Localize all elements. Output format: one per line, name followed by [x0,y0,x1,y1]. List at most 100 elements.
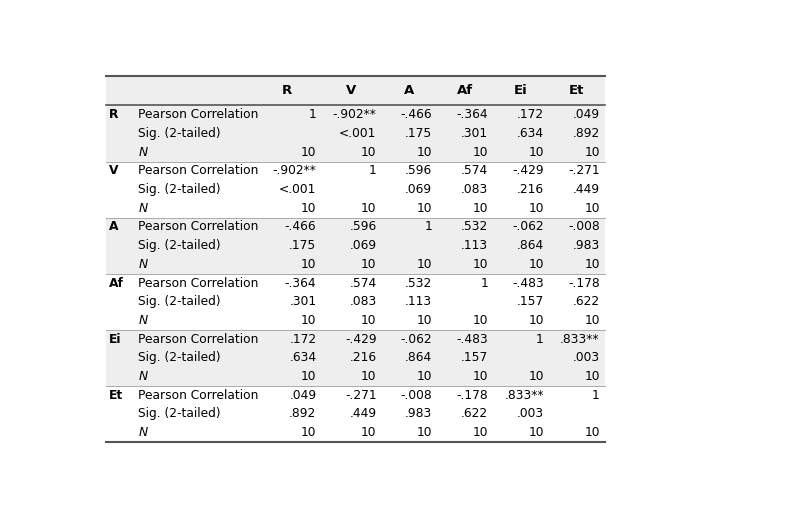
Text: 10: 10 [361,426,377,439]
Text: 10: 10 [529,258,544,271]
Text: R: R [282,84,292,97]
Text: <.001: <.001 [279,183,316,196]
Text: 10: 10 [529,426,544,439]
Text: -.483: -.483 [512,277,544,289]
Text: .983: .983 [573,239,600,252]
Text: Af: Af [457,84,473,97]
Text: .892: .892 [289,407,316,421]
Text: Sig. (2-tailed): Sig. (2-tailed) [138,295,221,308]
Text: 10: 10 [584,202,600,215]
Text: .892: .892 [573,127,600,140]
Text: Ei: Ei [109,332,121,346]
Text: 10: 10 [529,145,544,159]
Text: -.178: -.178 [456,389,488,401]
Text: A: A [109,220,118,234]
Text: Pearson Correlation: Pearson Correlation [138,108,259,121]
Text: 10: 10 [361,314,377,327]
Text: -.902**: -.902** [273,165,316,177]
Text: -.008: -.008 [401,389,432,401]
Text: .864: .864 [517,239,544,252]
Text: 10: 10 [473,314,488,327]
Text: -.364: -.364 [457,108,488,121]
Text: .301: .301 [461,127,488,140]
Text: 10: 10 [361,370,377,383]
Text: -.062: -.062 [401,332,432,346]
Text: Pearson Correlation: Pearson Correlation [138,220,259,234]
Text: .216: .216 [517,183,544,196]
Text: .532: .532 [461,220,488,234]
Text: Sig. (2-tailed): Sig. (2-tailed) [138,352,221,364]
Text: 10: 10 [584,370,600,383]
Text: A: A [404,84,414,97]
Text: .175: .175 [289,239,316,252]
Text: 10: 10 [473,426,488,439]
Text: N: N [138,426,147,439]
Text: Et: Et [569,84,584,97]
Text: 10: 10 [301,370,316,383]
Text: .003: .003 [573,352,600,364]
Text: 10: 10 [361,202,377,215]
Text: 1: 1 [536,332,544,346]
Text: 1: 1 [480,277,488,289]
Text: .634: .634 [290,352,316,364]
Text: 10: 10 [473,145,488,159]
Text: .449: .449 [573,183,600,196]
Text: R: R [109,108,118,121]
Text: .864: .864 [405,352,432,364]
Text: 10: 10 [301,202,316,215]
Text: 10: 10 [417,314,432,327]
Text: .172: .172 [517,108,544,121]
Text: .833**: .833** [560,332,600,346]
Text: 1: 1 [425,220,432,234]
Text: 10: 10 [584,145,600,159]
Text: .113: .113 [461,239,488,252]
Text: N: N [138,202,147,215]
Text: 10: 10 [529,370,544,383]
Text: .069: .069 [405,183,432,196]
Text: Sig. (2-tailed): Sig. (2-tailed) [138,407,221,421]
Text: 10: 10 [584,258,600,271]
Text: .983: .983 [405,407,432,421]
Text: -.466: -.466 [401,108,432,121]
Text: 10: 10 [473,258,488,271]
Text: N: N [138,370,147,383]
Text: 10: 10 [361,258,377,271]
Text: Pearson Correlation: Pearson Correlation [138,277,259,289]
Text: .175: .175 [405,127,432,140]
Text: .083: .083 [350,295,377,308]
Text: .574: .574 [461,165,488,177]
Text: .003: .003 [517,407,544,421]
Text: -.429: -.429 [512,165,544,177]
Text: 10: 10 [417,145,432,159]
Text: 10: 10 [301,314,316,327]
Text: .049: .049 [573,108,600,121]
Text: .622: .622 [461,407,488,421]
Text: 10: 10 [417,370,432,383]
Text: .301: .301 [290,295,316,308]
Text: Ei: Ei [514,84,527,97]
Text: Pearson Correlation: Pearson Correlation [138,332,259,346]
Text: .113: .113 [405,295,432,308]
Text: .449: .449 [350,407,377,421]
Text: V: V [109,165,118,177]
Text: -.008: -.008 [568,220,600,234]
Text: Pearson Correlation: Pearson Correlation [138,389,259,401]
Text: Sig. (2-tailed): Sig. (2-tailed) [138,239,221,252]
Text: 10: 10 [417,202,432,215]
Text: .172: .172 [290,332,316,346]
Text: 10: 10 [361,145,377,159]
Text: -.271: -.271 [345,389,377,401]
Text: N: N [138,314,147,327]
Text: 1: 1 [309,108,316,121]
Text: 10: 10 [301,145,316,159]
Text: .083: .083 [461,183,488,196]
Text: 10: 10 [473,202,488,215]
Text: N: N [138,258,147,271]
Text: Af: Af [109,277,123,289]
Text: .574: .574 [350,277,377,289]
Text: 10: 10 [584,426,600,439]
Text: 10: 10 [529,202,544,215]
Text: .634: .634 [517,127,544,140]
Text: .532: .532 [405,277,432,289]
Text: 10: 10 [417,258,432,271]
